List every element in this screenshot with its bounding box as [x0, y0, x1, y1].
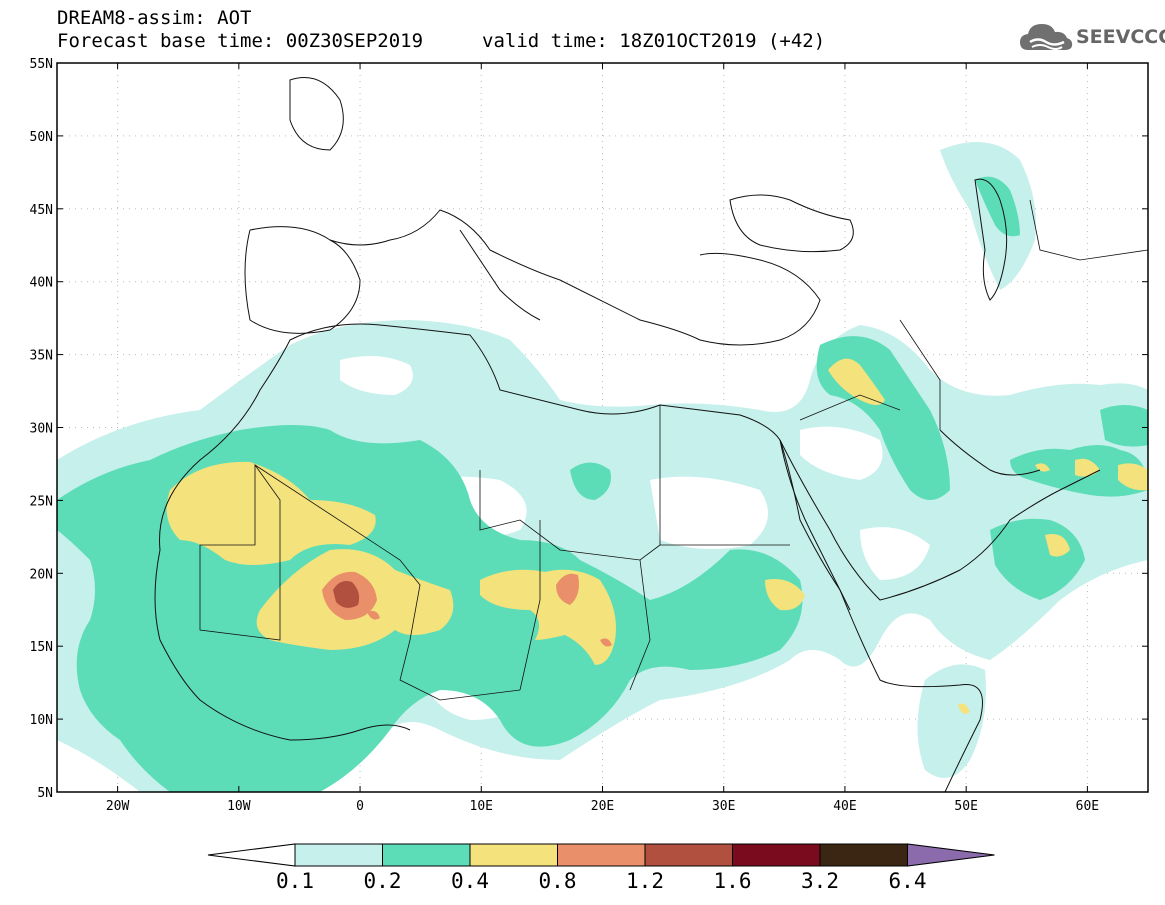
colorbar-segment — [294, 843, 383, 867]
colorbar-tick-label: 0.2 — [364, 869, 402, 893]
longitude-tick-label: 50E — [954, 799, 977, 814]
colorbar-segment — [207, 843, 296, 867]
arabia-coastline — [779, 439, 1101, 601]
aot-below-0-1-area — [860, 527, 930, 580]
caspian-sea-coastline — [974, 178, 1008, 301]
colorbar-tick-label: 0.1 — [276, 869, 314, 893]
persian-gulf-coastline — [939, 429, 1041, 476]
latitude-tick-label: 5N — [37, 786, 53, 801]
aot-level-0-4-area — [480, 569, 616, 665]
aot-contours — [57, 142, 1148, 792]
aot-level-0-4-area — [765, 579, 805, 611]
colorbar-tick-label: 1.6 — [714, 869, 752, 893]
forecast-base-time: Forecast base time: 00Z30SEP2019 — [57, 30, 424, 52]
colorbar-segment — [557, 843, 646, 867]
britain-coastline — [289, 77, 344, 151]
aot-level-0-1-area — [917, 664, 986, 778]
black-sea-coastline — [729, 194, 854, 253]
colorbar-tick-label: 3.2 — [801, 869, 839, 893]
colorbar-segment — [732, 843, 821, 867]
latitude-tick-label: 30N — [30, 422, 53, 437]
map-plot-area — [57, 63, 1148, 792]
aot-level-0-4-area — [828, 358, 885, 405]
latitude-tick-label: 50N — [30, 130, 53, 145]
aot-below-0-1-area — [340, 356, 413, 395]
latitude-tick-label: 25N — [30, 494, 53, 509]
latitude-tick-label: 40N — [30, 276, 53, 291]
colorbar-tick-label: 0.8 — [539, 869, 577, 893]
aot-colorbar: 0.1 0.2 0.4 0.8 1.2 1.6 3.2 6.4 — [207, 843, 995, 893]
aot-level-0-4-area — [958, 703, 970, 714]
europe-coastline — [249, 209, 821, 346]
latitude-axis: 55N 50N 45N 40N 35N 30N 25N 20N 15N 10N 5N — [30, 57, 1148, 801]
longitude-tick-label: 0 — [356, 799, 364, 814]
longitude-tick-label: 10W — [227, 799, 251, 814]
aot-level-0-4-area — [1118, 463, 1148, 491]
colorbar-segment — [382, 843, 471, 867]
latitude-tick-label: 10N — [30, 713, 53, 728]
aot-level-0-4-area — [1075, 458, 1100, 477]
aot-level-0-8-area — [367, 610, 380, 620]
map-title: DREAM8-assim: AOT — [57, 7, 252, 29]
red-sea-coastline — [779, 439, 851, 611]
colorbar-segment — [907, 843, 995, 867]
colorbar-segment — [644, 843, 733, 867]
colorbar-tick-label: 1.2 — [626, 869, 664, 893]
longitude-tick-label: 10E — [470, 799, 493, 814]
longitude-tick-label: 20W — [106, 799, 130, 814]
italy-coastline — [459, 229, 541, 321]
cloud-icon — [1020, 24, 1073, 50]
seevccc-logo: SEEVCCC — [1018, 20, 1165, 56]
aot-level-0-8-area — [556, 573, 579, 605]
latitude-tick-label: 35N — [30, 349, 53, 364]
aot-level-0-2-area — [1100, 405, 1148, 447]
colorbar-segment — [819, 843, 908, 867]
aot-level-0-4-area — [1045, 534, 1070, 557]
aot-level-0-2-area — [570, 462, 611, 500]
valid-time: valid time: 18Z01OCT2019 (+42) — [482, 30, 826, 52]
longitude-tick-label: 60E — [1076, 799, 1099, 814]
aot-level-0-4-area — [1035, 463, 1050, 472]
iberia-coastline — [244, 229, 361, 334]
aot-level-0-8-area — [600, 638, 612, 647]
aot-below-0-1-area — [800, 426, 883, 480]
aot-level-0-4-area — [166, 461, 376, 565]
aot-level-0-2-area — [975, 176, 1020, 237]
latitude-tick-label: 20N — [30, 567, 53, 582]
colorbar-tick-label: 6.4 — [889, 869, 927, 893]
aot-below-0-1-area — [650, 476, 768, 549]
longitude-tick-label: 20E — [591, 799, 614, 814]
latitude-tick-label: 55N — [30, 57, 53, 72]
latitude-tick-label: 45N — [30, 203, 53, 218]
longitude-tick-label: 40E — [833, 799, 856, 814]
colorbar-segment — [469, 843, 558, 867]
west-africa-coastline — [154, 549, 411, 741]
logo-text: SEEVCCC — [1076, 26, 1165, 48]
latitude-tick-label: 15N — [30, 640, 53, 655]
country-borders — [199, 199, 1148, 701]
africa-coastline — [159, 323, 983, 792]
colorbar-tick-label: 0.4 — [451, 869, 489, 893]
longitude-tick-label: 30E — [712, 799, 735, 814]
aot-level-0-1-area — [940, 142, 1036, 290]
longitude-axis: 20W 10W 0 10E 20E 30E 40E 50E 60E — [106, 63, 1099, 814]
aot-level-1-2-area — [333, 581, 360, 608]
coastlines — [154, 77, 1101, 792]
